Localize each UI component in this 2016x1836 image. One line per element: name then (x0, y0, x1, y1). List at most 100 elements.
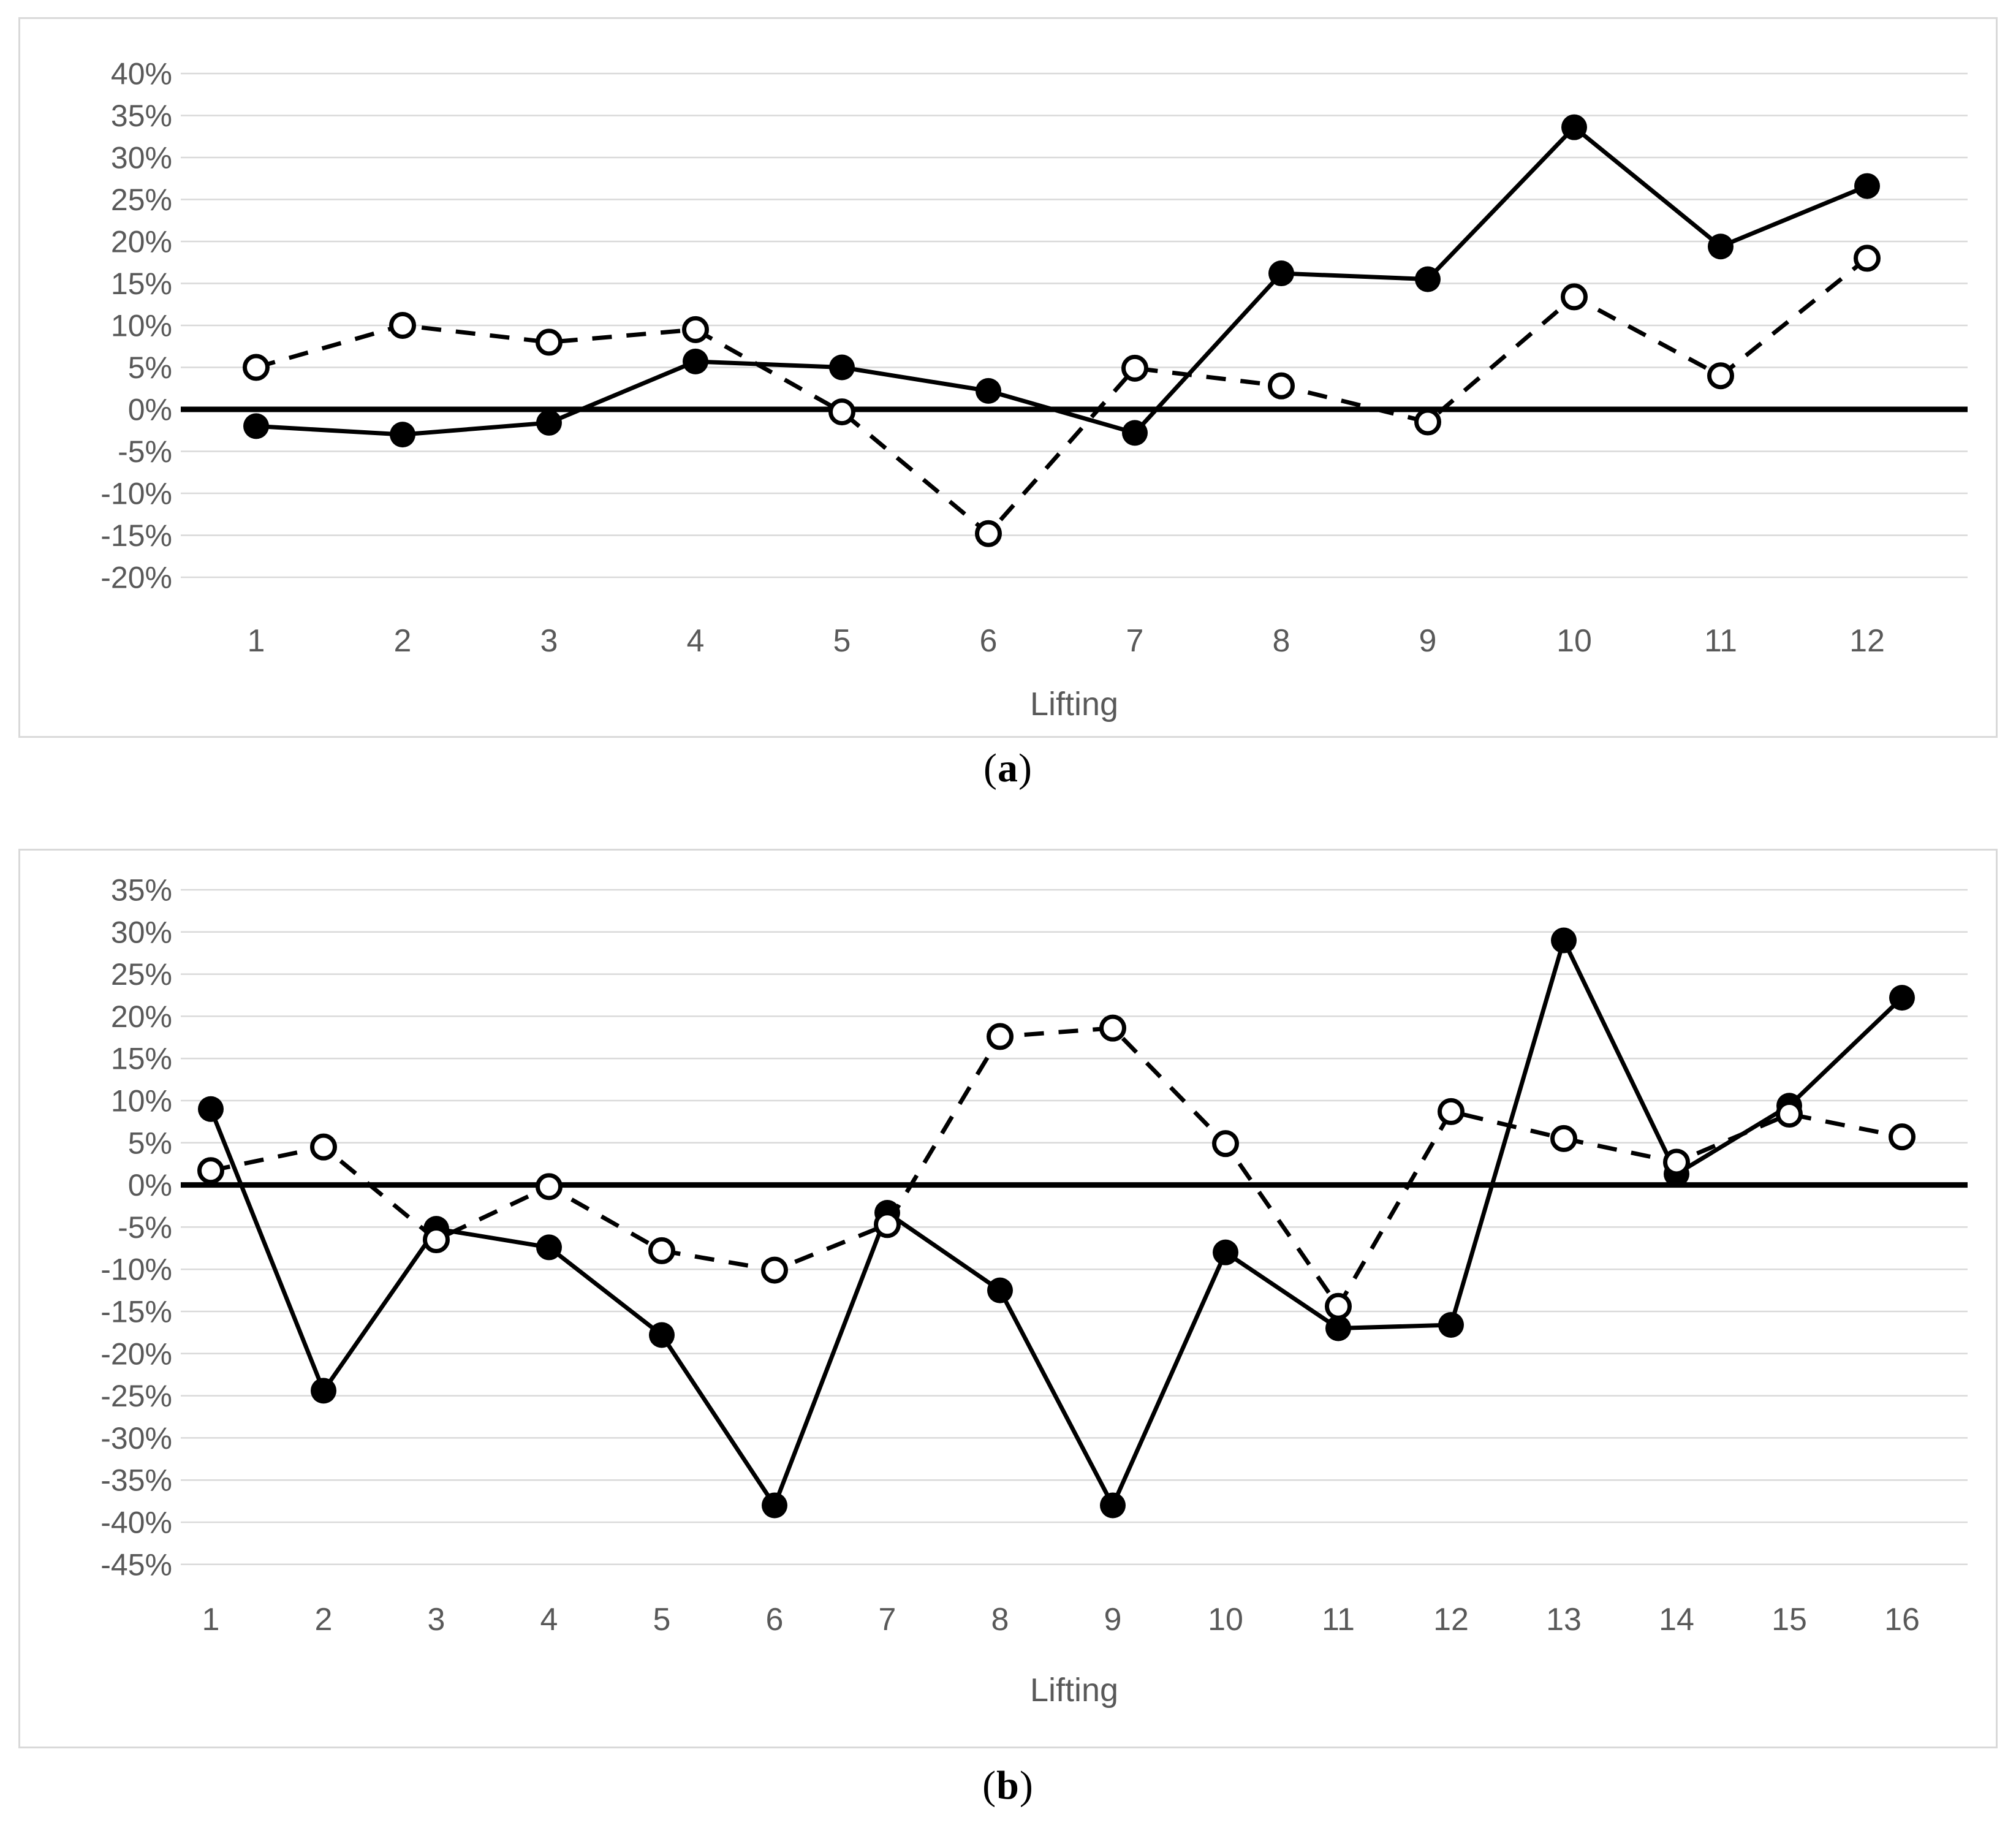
caption-a-paren-close: ) (1018, 746, 1033, 791)
y-tick-label: -45% (100, 1547, 172, 1582)
caption-a-paren-open: ( (983, 746, 998, 791)
x-tick-label: 4 (687, 623, 705, 659)
marker-filled-circle (976, 377, 1001, 404)
y-tick-label: 30% (111, 915, 172, 949)
marker-open-circle (648, 1237, 675, 1264)
y-tick-label: 20% (111, 225, 172, 259)
marker-open-circle (1776, 1101, 1803, 1128)
marker-filled-circle (536, 409, 562, 436)
marker-open-circle (682, 316, 709, 343)
marker-open-circle (1889, 1123, 1916, 1151)
x-tick-label: 12 (1433, 1602, 1469, 1637)
y-tick-label: 10% (111, 1084, 172, 1118)
x-tick-label: 2 (394, 623, 412, 659)
marker-open-circle (197, 1157, 224, 1185)
marker-filled-circle (390, 422, 415, 448)
caption-b-paren-open: ( (982, 1763, 997, 1808)
marker-open-circle (1707, 362, 1734, 390)
chart-a: 40% 35% 30% 25% 20% 15% 10% 5% 0% -5% -10% -15% -20%… (100, 57, 1968, 723)
marker-filled-circle (762, 1492, 787, 1519)
marker-filled-circle (1100, 1492, 1126, 1519)
marker-open-circle (1438, 1098, 1465, 1125)
marker-filled-circle (683, 348, 708, 374)
caption-b-paren-close: ) (1019, 1763, 1034, 1808)
x-tick-label: 16 (1884, 1602, 1920, 1637)
marker-open-circle (761, 1256, 788, 1284)
marker-filled-circle (198, 1096, 224, 1122)
y-tick-label: 5% (128, 351, 172, 385)
marker-filled-circle (311, 1378, 336, 1404)
x-axis-title: Lifting (1030, 686, 1118, 723)
x-tick-label: 5 (653, 1602, 671, 1637)
y-tick-label: 5% (128, 1126, 172, 1160)
marker-open-circle (1663, 1148, 1690, 1176)
x-tick-label: 6 (766, 1602, 784, 1637)
y-tick-label: -25% (100, 1379, 172, 1413)
x-tick-label: 6 (980, 623, 998, 659)
x-tick-label: 3 (428, 1602, 445, 1637)
marker-open-circle (1550, 1125, 1577, 1152)
y-tick-label: 25% (111, 957, 172, 992)
marker-open-circle (310, 1133, 337, 1161)
x-axis-title: Lifting (1030, 1672, 1118, 1709)
marker-open-circle (1121, 354, 1148, 382)
marker-filled-circle (649, 1322, 675, 1348)
marker-filled-circle (1854, 173, 1880, 199)
y-tick-label: -20% (100, 561, 172, 595)
marker-filled-circle (1551, 927, 1577, 954)
y-tick-label: -30% (100, 1421, 172, 1455)
x-tick-label: 7 (879, 1602, 896, 1637)
y-tick-label: -10% (100, 477, 172, 511)
marker-open-circle (987, 1023, 1014, 1050)
marker-open-circle (423, 1226, 450, 1254)
marker-open-circle (975, 520, 1002, 547)
y-tick-label: -5% (118, 434, 172, 469)
marker-open-circle (1325, 1292, 1352, 1320)
marker-open-circle (1099, 1014, 1126, 1042)
x-tick-label: 15 (1772, 1602, 1807, 1637)
series-line-filled-circle-solid-line (256, 125, 1868, 437)
y-tick-label: 35% (111, 99, 172, 133)
y-tick-label: 0% (128, 1168, 172, 1202)
marker-open-circle (389, 312, 416, 339)
x-tick-label: 1 (202, 1602, 220, 1637)
marker-open-circle (1212, 1130, 1239, 1158)
y-tick-label: -10% (100, 1253, 172, 1287)
caption-a-letter: a (998, 746, 1018, 791)
x-tick-label: 7 (1126, 623, 1144, 659)
figure-caption-a: (a) (0, 745, 2016, 792)
marker-filled-circle (243, 413, 269, 439)
y-tick-label: 10% (111, 309, 172, 343)
marker-open-circle (536, 328, 563, 356)
marker-filled-circle (1122, 420, 1148, 446)
marker-open-circle (1414, 408, 1441, 436)
y-tick-label: 40% (111, 57, 172, 91)
y-tick-label: 25% (111, 183, 172, 217)
y-tick-label: 0% (128, 393, 172, 427)
marker-open-circle (243, 354, 270, 381)
series-line-filled-circle-solid-line (208, 938, 1904, 1508)
x-tick-label: 2 (315, 1602, 333, 1637)
figure-caption-b: (b) (0, 1762, 2016, 1809)
marker-filled-circle (1438, 1312, 1464, 1338)
marker-filled-circle (1213, 1239, 1238, 1265)
marker-open-circle (536, 1173, 563, 1201)
y-tick-label: 30% (111, 141, 172, 175)
y-tick-label: -5% (118, 1210, 172, 1245)
marker-filled-circle (829, 354, 855, 381)
marker-filled-circle (536, 1234, 562, 1261)
x-tick-label: 13 (1546, 1602, 1582, 1637)
y-tick-label: 15% (111, 1042, 172, 1076)
marker-open-circle (874, 1211, 901, 1239)
x-tick-label: 9 (1104, 1602, 1122, 1637)
marker-filled-circle (987, 1277, 1013, 1303)
marker-open-circle (1854, 245, 1881, 272)
series-line-open-circle-dashed-line (256, 256, 1869, 536)
x-tick-label: 14 (1659, 1602, 1694, 1637)
chart-panel-a: 40% 35% 30% 25% 20% 15% 10% 5% 0% -5% -10% -15% -20%… (18, 17, 1998, 738)
x-tick-label: 3 (540, 623, 558, 659)
y-tick-label: -20% (100, 1337, 172, 1371)
y-tick-label: -40% (100, 1506, 172, 1540)
marker-open-circle (828, 398, 855, 426)
